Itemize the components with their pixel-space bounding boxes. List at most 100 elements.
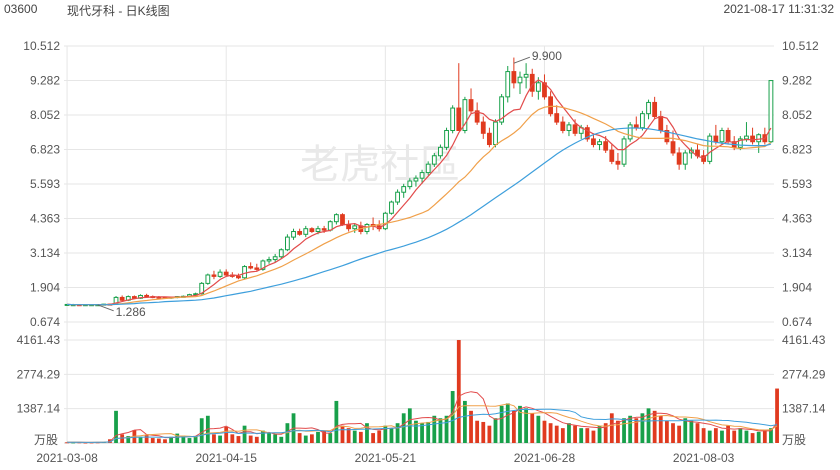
volume-bar [554, 425, 559, 443]
candle-body [646, 101, 651, 115]
candle-body [572, 124, 578, 134]
candle-body [505, 71, 511, 98]
volume-bar [199, 418, 204, 443]
candle-body [266, 259, 272, 262]
price-tick-right: 8.052 [782, 108, 812, 122]
candle-body [615, 160, 621, 165]
volume-bar [634, 418, 639, 443]
volume-bar [420, 423, 424, 443]
price-tick-left: 10.512 [23, 39, 60, 53]
candle-body [486, 132, 492, 146]
volume-bar [646, 408, 651, 443]
axis-labels: 10.512 10.512 9.282 9.282 8.052 8.052 6.823 6.8… [17, 39, 826, 465]
volume-bar [230, 434, 235, 443]
volume-bar [138, 436, 143, 443]
candle-body [548, 96, 553, 115]
volume-bar [713, 428, 718, 443]
volume-bar [609, 413, 614, 443]
volume-bar [628, 415, 633, 443]
price-tick-right: 9.282 [782, 74, 812, 88]
candle-body [407, 180, 413, 188]
candle-body [499, 96, 505, 123]
volume-bar [560, 428, 565, 443]
stock-code: 03600 [4, 2, 38, 16]
candle-body [627, 124, 633, 140]
candle-body [211, 274, 217, 277]
volume-bar [664, 420, 669, 443]
candle-body [737, 138, 743, 148]
volume-bar [652, 410, 657, 443]
volume-bar [114, 410, 118, 443]
volume-bar [640, 413, 645, 443]
x-tick-label: 2021-04-15 [196, 451, 258, 465]
volume-bar [414, 420, 418, 443]
candle-body [438, 146, 443, 157]
candle-body [205, 274, 211, 284]
volume-bar [175, 433, 180, 443]
candle-body [480, 121, 486, 134]
price-tick-left: 8.052 [30, 108, 60, 122]
candle-body [670, 141, 676, 154]
price-tick-right: 4.363 [782, 212, 812, 226]
volume-bar [389, 428, 394, 443]
candle-body [682, 152, 688, 165]
candle-body [591, 138, 596, 146]
volume-bar [548, 423, 553, 443]
volume-bar [395, 423, 400, 443]
high-pointer [513, 56, 531, 64]
candle-body [144, 294, 150, 298]
volume-bar [248, 435, 253, 443]
candle-body [707, 135, 713, 162]
candle-body [523, 73, 529, 78]
volume-bar [163, 439, 167, 443]
volume-bar [487, 425, 492, 443]
volume-tick-right: 2774.29 [782, 367, 826, 381]
candle-body [248, 266, 254, 269]
volume-bar [261, 430, 265, 443]
candle-body [456, 107, 462, 132]
volume-bar [469, 410, 473, 443]
volume-bar [144, 435, 149, 443]
volume-bar [432, 415, 437, 443]
volume-bar [744, 430, 749, 443]
volume-bar [775, 388, 779, 443]
candle-body [768, 80, 774, 143]
volume-bar [438, 418, 443, 443]
candle-body [468, 99, 474, 112]
candle-body [346, 223, 352, 230]
volume-bar [450, 391, 455, 443]
candle-body [474, 110, 480, 123]
volume-bar [505, 403, 510, 443]
candle-body [303, 228, 309, 235]
price-tick-left: 4.363 [30, 212, 60, 226]
candle-body [223, 271, 229, 276]
volume-bar [297, 433, 302, 443]
candle-body [664, 130, 670, 143]
volume-bar [456, 340, 461, 443]
volume-bar [689, 420, 694, 443]
volume-bar [346, 428, 351, 443]
volume-ma-line [67, 408, 778, 443]
volume-bar [267, 433, 271, 443]
volume-bar [567, 423, 571, 443]
candle-body [217, 271, 223, 277]
candle-body [340, 214, 345, 225]
candle-body [291, 230, 296, 238]
candle-body [756, 134, 762, 143]
candle-body [327, 221, 333, 231]
volume-tick-right: 1387.14 [782, 402, 826, 416]
candle-body [315, 228, 321, 232]
candle-body [444, 130, 449, 148]
x-tick-label: 2021-03-08 [36, 451, 98, 465]
candle-body [309, 228, 315, 232]
volume-bar [426, 421, 431, 443]
candle-body [425, 163, 431, 174]
volume-bar [218, 435, 222, 443]
chart-header: 03600 现代牙科 - 日K线图 2021-08-17 11:31:32 [0, 0, 840, 18]
grid [64, 45, 774, 444]
volume-bar [181, 435, 186, 443]
volume-bar [309, 434, 314, 443]
price-tick-left: 1.904 [30, 280, 60, 294]
candle-body [242, 266, 247, 279]
candle-body [529, 73, 535, 92]
